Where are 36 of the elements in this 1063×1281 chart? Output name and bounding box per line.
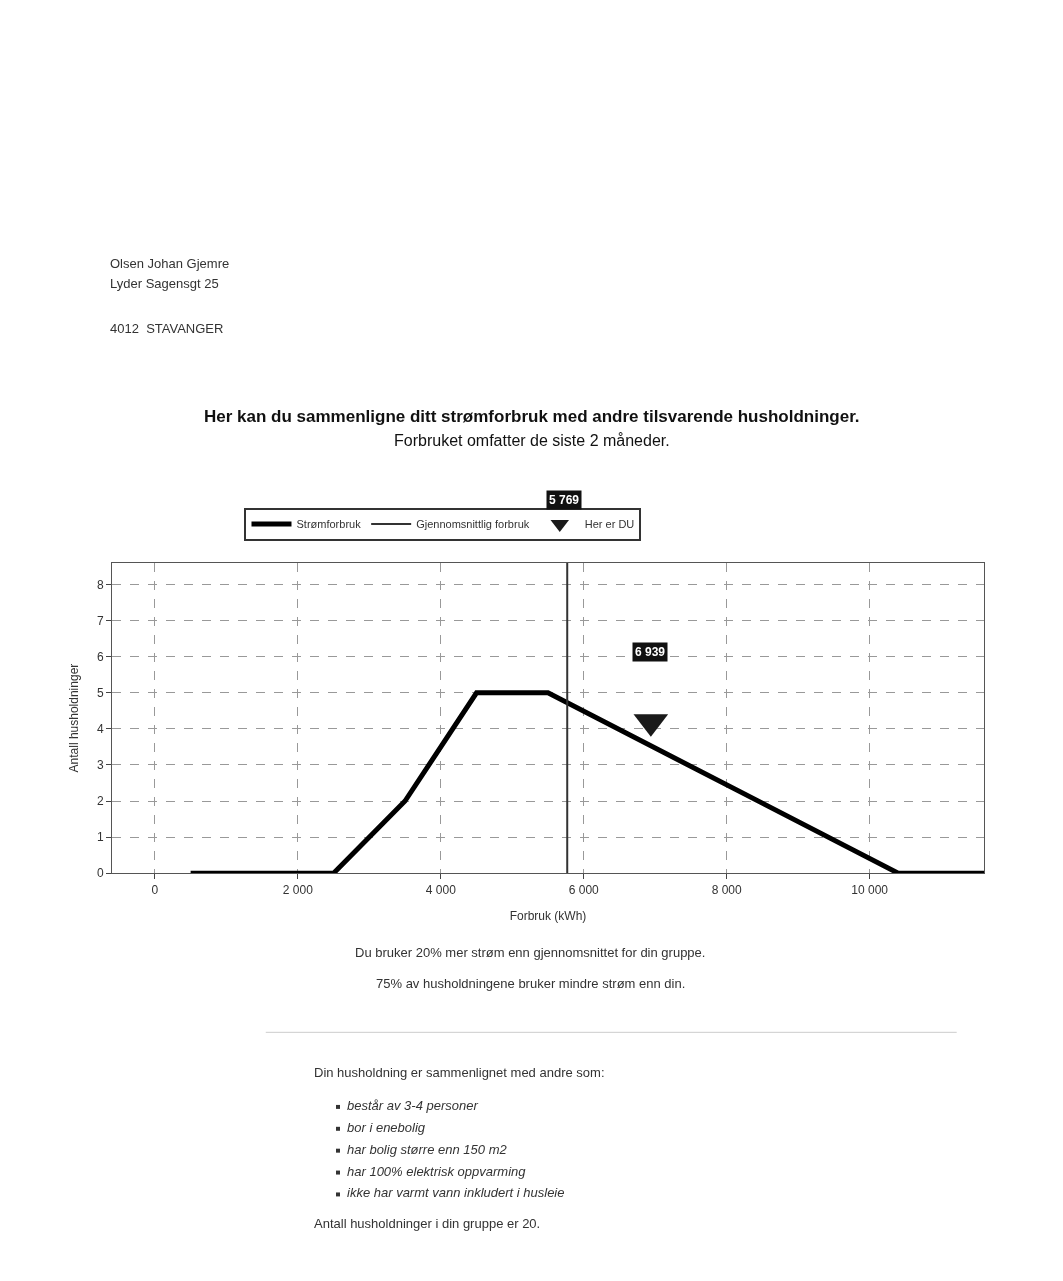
chart-title: Her kan du sammenligne ditt strømforbruk med andre tilsvarende husholdninger. [204, 407, 860, 426]
text: bor i enebolig [347, 1120, 426, 1135]
text: 4012 STAVANGER [110, 321, 224, 336]
text: Lyder Sagensgt 25 [110, 276, 219, 291]
x-tick-label: 4 000 [425, 882, 457, 897]
text: består av 3-4 personer [347, 1098, 479, 1113]
x-axis-title: Forbruk (kWh) [509, 908, 587, 923]
y-tick-label: 6 [96, 649, 104, 664]
y-tick-label: 0 [96, 866, 104, 881]
text: ikke har varmt vann inkludert i husleie [347, 1185, 565, 1200]
y-tick-label: 2 [96, 794, 104, 809]
legend-label: Gjennomsnittlig forbruk [416, 518, 530, 531]
y-axis-title: Antall husholdninger [67, 663, 82, 773]
legend-label: Strømforbruk [296, 518, 362, 531]
text: Olsen Johan Gjemre [110, 256, 230, 271]
x-tick-label: 6 000 [568, 882, 600, 897]
x-tick-label: 2 000 [282, 882, 314, 897]
x-tick-label: 0 [151, 882, 159, 897]
y-tick-label: 4 [96, 722, 104, 737]
annotation: 6 939 [635, 645, 666, 659]
text: Antall husholdninger i din gruppe er 20. [314, 1216, 541, 1231]
y-tick-label: 5 [96, 686, 104, 700]
text: 5 769 [549, 493, 580, 507]
text: Du bruker 20% mer strøm enn gjennomsnittet for din gruppe. [355, 945, 706, 960]
y-tick-label: 3 [96, 758, 104, 773]
y-tick-label: 8 [96, 577, 104, 592]
chart-subtitle: Forbruket omfatter de siste 2 måneder. [394, 432, 670, 449]
x-tick-label: 8 000 [711, 882, 743, 897]
x-tick-label: 10 000 [851, 882, 889, 897]
text: har bolig større enn 150 m2 [347, 1142, 508, 1157]
y-tick-label: 7 [96, 613, 104, 628]
text: har 100% elektrisk oppvarming [347, 1164, 527, 1179]
text: 75% av husholdningene bruker mindre strøm enn din. [376, 976, 686, 991]
y-tick-label: 1 [96, 830, 104, 845]
text: Din husholdning er sammenlignet med andre som: [314, 1065, 605, 1080]
legend-label: Her er DU [584, 518, 635, 531]
